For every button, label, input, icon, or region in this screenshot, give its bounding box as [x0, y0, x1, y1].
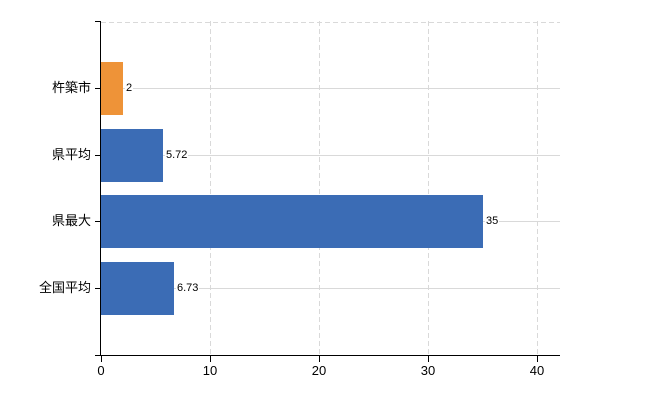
x-axis-line — [95, 355, 560, 356]
bar-1 — [101, 62, 123, 115]
gridline-vertical — [537, 21, 538, 355]
category-label: 杵築市 — [51, 80, 91, 95]
bar-value-label: 35 — [485, 215, 500, 228]
y-axis-tick — [95, 155, 101, 156]
x-axis-tick — [101, 356, 102, 362]
x-axis-tick — [210, 356, 211, 362]
category-label: 県平均 — [51, 147, 91, 162]
bar-value-label: 5.72 — [165, 149, 189, 162]
category-label: 全国平均 — [38, 280, 91, 295]
y-axis-tick — [95, 88, 101, 89]
x-axis-tick-label: 30 — [420, 363, 436, 378]
y-axis-tick — [95, 221, 101, 222]
x-axis-tick-label: 0 — [97, 363, 105, 378]
x-axis-tick — [537, 356, 538, 362]
category-label: 県最大 — [51, 213, 91, 228]
gridline-horizontal-row — [101, 288, 560, 289]
gridline-horizontal-row — [101, 88, 560, 89]
gridline-vertical — [428, 21, 429, 355]
x-axis-tick-label: 40 — [529, 363, 545, 378]
gridline-horizontal-top — [101, 22, 560, 23]
bar-value-label: 6.73 — [176, 282, 200, 295]
x-axis-tick — [319, 356, 320, 362]
x-axis-tick-label: 20 — [311, 363, 327, 378]
y-axis-line — [100, 21, 101, 355]
gridline-vertical — [210, 21, 211, 355]
x-axis-tick — [428, 356, 429, 362]
gridline-vertical — [319, 21, 320, 355]
bar-3 — [101, 195, 483, 248]
bar-value-label: 2 — [125, 82, 134, 95]
y-axis-top-tick — [95, 21, 101, 22]
gridline-horizontal-row — [101, 155, 560, 156]
bar-2 — [101, 129, 163, 182]
y-axis-tick — [95, 288, 101, 289]
x-axis-tick-label: 10 — [202, 363, 218, 378]
bar-4 — [101, 262, 174, 315]
